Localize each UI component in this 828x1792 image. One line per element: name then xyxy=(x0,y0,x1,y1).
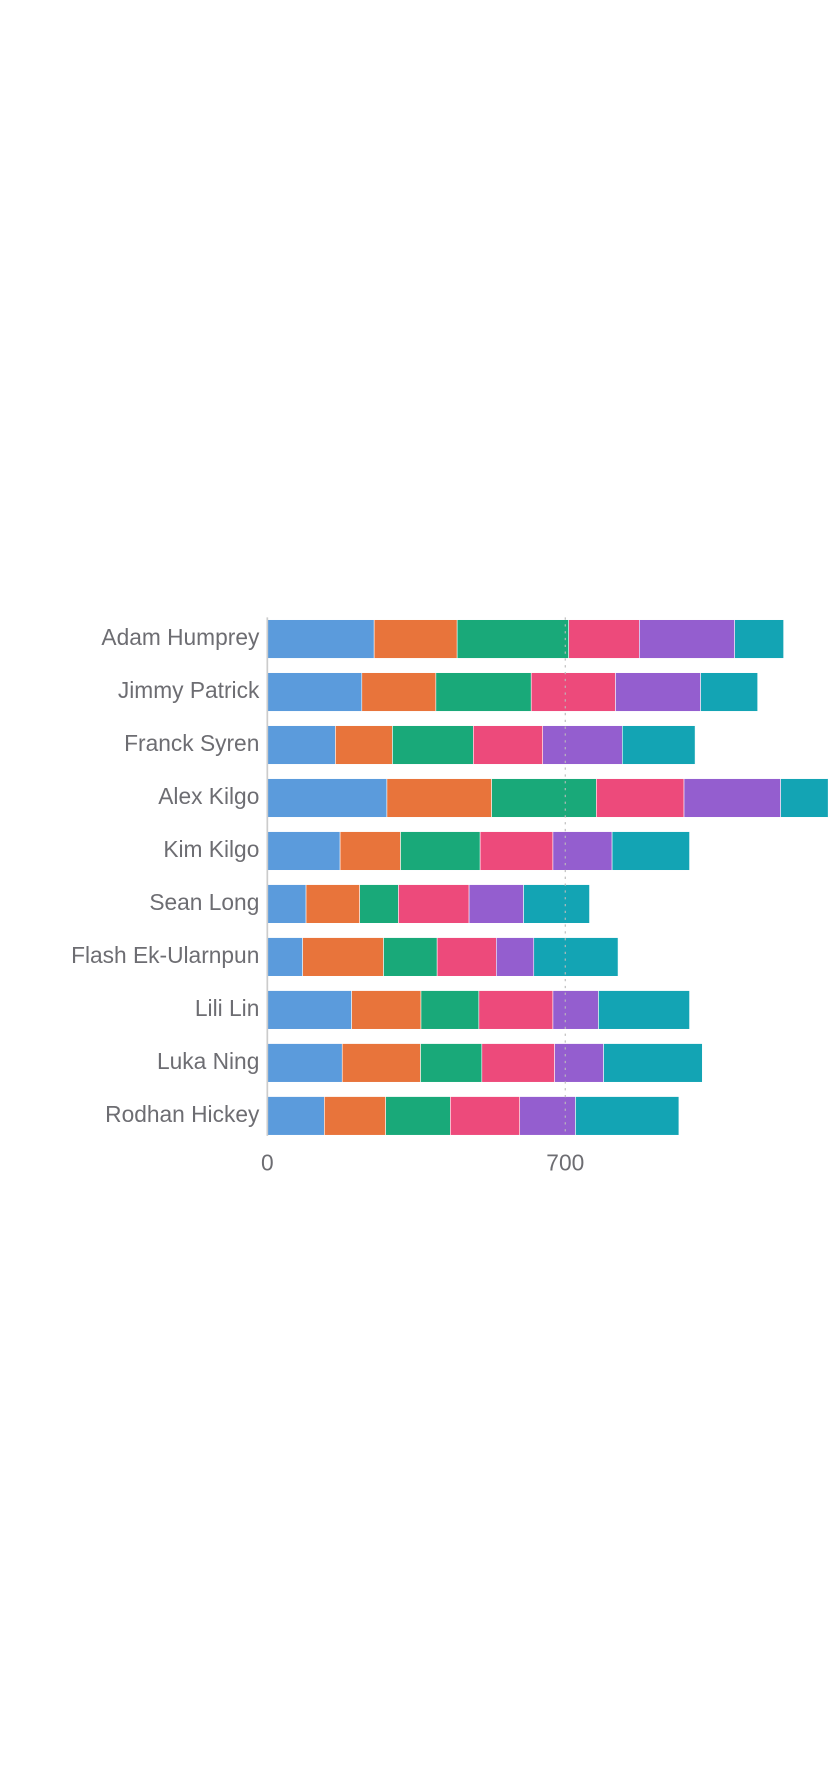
bar-segment xyxy=(373,619,458,659)
bar-segment xyxy=(267,990,352,1030)
bar-segment xyxy=(456,619,569,659)
bar-segment xyxy=(542,725,623,765)
bar-segment xyxy=(359,884,399,924)
bar-segment xyxy=(267,831,341,871)
bar-segment xyxy=(611,831,690,871)
bar-segment xyxy=(385,1096,451,1136)
bar-segment xyxy=(305,884,360,924)
y-tick-label: Kim Kilgo xyxy=(163,836,259,862)
bar-segment xyxy=(478,990,554,1030)
bar-segment xyxy=(519,1096,576,1136)
bar-segment xyxy=(552,990,599,1030)
bar-segment xyxy=(575,1096,680,1136)
bar-segment xyxy=(622,725,696,765)
bar-segment xyxy=(552,831,613,871)
y-tick-label: Franck Syren xyxy=(124,730,259,756)
x-tick-label: 0 xyxy=(261,1149,274,1175)
bar-segment xyxy=(596,778,685,818)
bar-segment xyxy=(335,725,393,765)
bar-segment xyxy=(496,937,535,977)
bar-segment xyxy=(400,831,481,871)
bar-segment xyxy=(435,672,532,712)
bar-segment xyxy=(420,990,480,1030)
y-tick-label: Alex Kilgo xyxy=(158,783,259,809)
bar-segment xyxy=(639,619,735,659)
bar-segment xyxy=(468,884,524,924)
bar-segment xyxy=(473,725,543,765)
bar-segment xyxy=(615,672,701,712)
bar-segment xyxy=(734,619,784,659)
y-tick-label: Rodhan Hickey xyxy=(105,1101,260,1127)
y-tick-label: Sean Long xyxy=(149,889,259,915)
bar-segment xyxy=(267,1096,325,1136)
bar-segment xyxy=(533,937,619,977)
bar-segment xyxy=(302,937,384,977)
bar-segment xyxy=(398,884,470,924)
bar-segment xyxy=(351,990,422,1030)
x-tick-label: 700 xyxy=(546,1149,584,1175)
bar-segment xyxy=(554,1043,604,1083)
y-tick-label: Adam Humprey xyxy=(101,624,260,650)
bar-segment xyxy=(341,1043,421,1083)
bar-segment xyxy=(267,619,375,659)
y-tick-label: Lili Lin xyxy=(195,995,259,1021)
bar-segment xyxy=(386,778,492,818)
bar-segment xyxy=(267,1043,343,1083)
y-tick-label: Luka Ning xyxy=(157,1048,259,1074)
bar-segment xyxy=(420,1043,483,1083)
bar-segment xyxy=(436,937,497,977)
bar-segment xyxy=(780,778,828,818)
bar-segment xyxy=(383,937,438,977)
bar-segment xyxy=(324,1096,386,1136)
bar-segment xyxy=(481,1043,555,1083)
bar-segment xyxy=(267,672,363,712)
bar-segment xyxy=(361,672,437,712)
bar-segment xyxy=(267,725,336,765)
bar-segment xyxy=(491,778,597,818)
bar-segment xyxy=(568,619,640,659)
y-tick-label: Flash Ek-Ularnpun xyxy=(71,942,259,968)
bar-segment xyxy=(267,778,388,818)
bar-segment xyxy=(267,884,307,924)
bar-segment xyxy=(598,990,690,1030)
bar-segment xyxy=(530,672,616,712)
bar-segment xyxy=(700,672,758,712)
bar-segment xyxy=(479,831,554,871)
bar-segment xyxy=(450,1096,521,1136)
bar-segment xyxy=(603,1043,703,1083)
bar-segment xyxy=(339,831,401,871)
bar-segment xyxy=(392,725,474,765)
bar-segment xyxy=(683,778,781,818)
y-tick-label: Jimmy Patrick xyxy=(118,677,260,703)
plot-area xyxy=(267,619,828,1136)
bar-segment xyxy=(523,884,590,924)
bar-segment xyxy=(267,937,303,977)
